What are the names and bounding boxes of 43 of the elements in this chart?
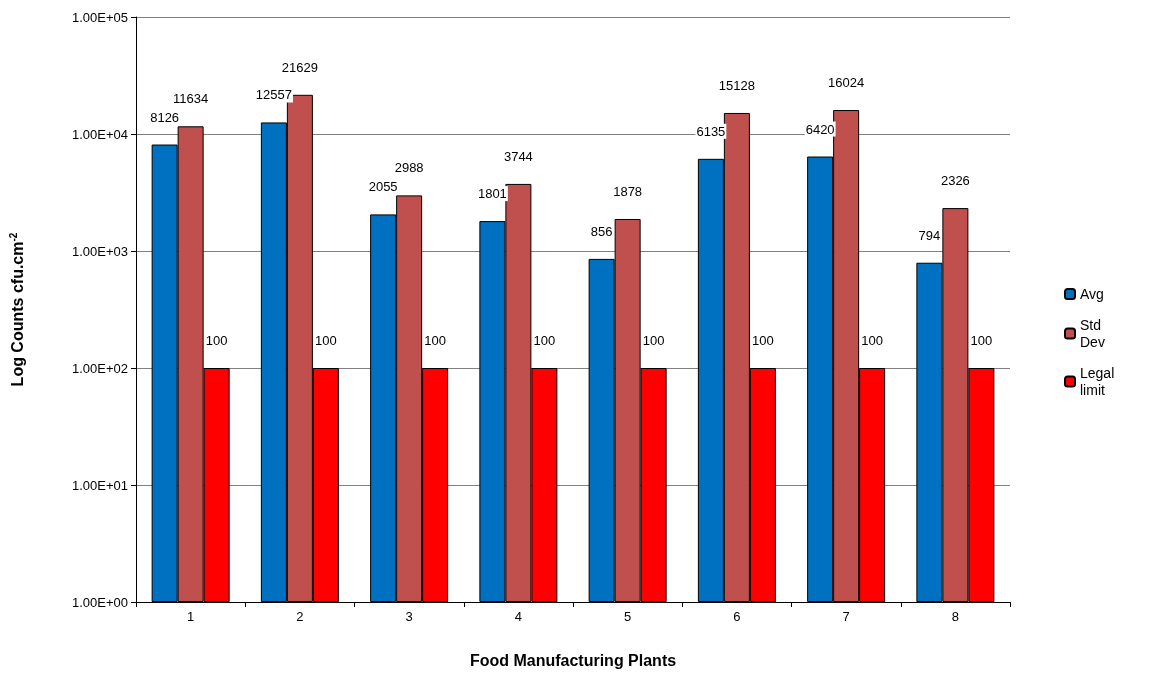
data-label: 100 xyxy=(752,333,774,348)
data-label: 100 xyxy=(533,333,556,348)
x-tick-label: 5 xyxy=(624,609,632,624)
data-label: 6135 xyxy=(696,123,726,139)
data-label: 100 xyxy=(424,333,446,348)
data-label: 2988 xyxy=(394,160,424,176)
data-label: 11634 xyxy=(173,91,209,107)
data-label: 2055 xyxy=(368,179,398,195)
x-axis-title: Food Manufacturing Plants xyxy=(469,651,677,669)
data-label: 1878 xyxy=(613,183,643,199)
data-label: 21629 xyxy=(281,59,318,75)
y-tick-label: 1.00E+01 xyxy=(71,477,128,493)
data-label: 100 xyxy=(205,333,228,348)
y-tick-label: 1.00E+03 xyxy=(71,243,128,259)
data-label: 794 xyxy=(918,227,941,243)
data-label: 1801 xyxy=(477,186,507,202)
data-label: 6420 xyxy=(805,121,835,137)
x-tick-label: 4 xyxy=(514,609,522,624)
data-label: 15128 xyxy=(718,77,755,93)
x-tick-label: 1 xyxy=(187,609,195,624)
data-label: 100 xyxy=(861,333,883,348)
data-label: 856 xyxy=(590,223,613,239)
x-tick-label: 3 xyxy=(405,609,413,624)
y-tick-label: 1.00E+00 xyxy=(71,594,128,610)
legend-label: Std Dev xyxy=(1080,317,1105,350)
y-axis-title: Log Counts cfu.cm-2 xyxy=(7,232,26,387)
y-tick-label: 1.00E+02 xyxy=(71,360,128,376)
legend-label: Avg xyxy=(1080,286,1104,302)
legend-label: Legal limit xyxy=(1080,365,1119,398)
data-label: 100 xyxy=(642,333,665,348)
data-label: 100 xyxy=(315,333,337,348)
x-tick-label: 2 xyxy=(296,609,304,624)
data-label: 3744 xyxy=(503,148,533,164)
data-label: 12557 xyxy=(255,87,292,103)
x-tick-label: 8 xyxy=(951,609,959,624)
data-label: 2326 xyxy=(940,173,970,189)
data-label: 8126 xyxy=(150,109,180,125)
y-tick-label: 1.00E+04 xyxy=(71,126,128,142)
data-label: 100 xyxy=(970,333,993,348)
y-tick-label: 1.00E+05 xyxy=(71,9,128,25)
x-tick-label: 6 xyxy=(733,609,741,624)
x-tick-label: 7 xyxy=(842,609,850,624)
data-label: 16024 xyxy=(828,75,865,91)
